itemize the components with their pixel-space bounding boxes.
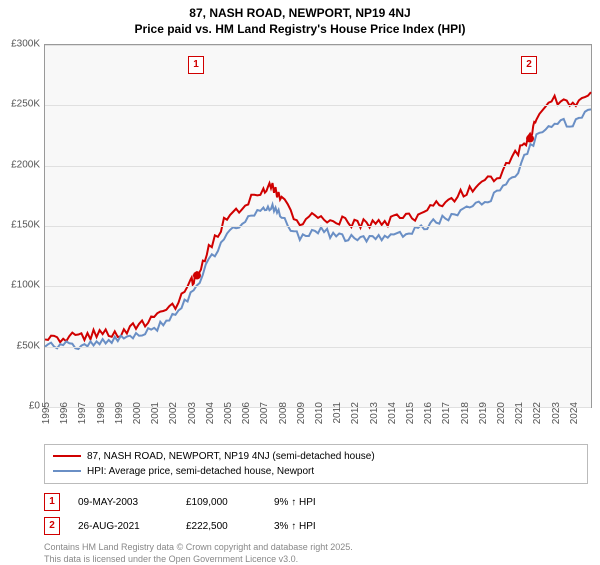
transaction-row: 1 09-MAY-2003 £109,000 9% ↑ HPI [44,490,588,514]
transactions-table: 1 09-MAY-2003 £109,000 9% ↑ HPI 2 26-AUG-2021… [44,490,588,538]
x-axis-tick: 2003 [187,402,198,424]
series-line [45,109,591,349]
y-axis-tick: £200K [0,159,40,170]
x-axis-tick: 2017 [441,402,452,424]
x-axis-tick: 1999 [114,402,125,424]
transaction-date: 09-MAY-2003 [78,497,168,508]
x-axis-tick: 2023 [551,402,562,424]
transaction-pct: 3% ↑ HPI [274,521,374,532]
x-axis-tick: 2006 [241,402,252,424]
x-axis-tick: 2009 [296,402,307,424]
x-axis-tick: 2014 [387,402,398,424]
transaction-id-box: 1 [44,493,60,511]
transaction-date: 26-AUG-2021 [78,521,168,532]
x-axis-tick: 1995 [41,402,52,424]
transaction-id-box: 2 [44,517,60,535]
x-axis-tick: 2021 [514,402,525,424]
transaction-pct: 9% ↑ HPI [274,497,374,508]
legend-label: HPI: Average price, semi-detached house,… [87,466,314,477]
chart-plot-area: 1995199619971998199920002001200220032004… [44,44,592,408]
x-axis-tick: 2012 [350,402,361,424]
x-axis-tick: 2018 [460,402,471,424]
legend-label: 87, NASH ROAD, NEWPORT, NP19 4NJ (semi-d… [87,451,375,462]
x-axis-tick: 2004 [205,402,216,424]
legend-swatch [53,455,81,457]
y-axis-tick: £100K [0,280,40,291]
x-axis-tick: 2007 [259,402,270,424]
series-line [45,92,591,342]
x-axis-tick: 2005 [223,402,234,424]
x-axis-tick: 2024 [569,402,580,424]
x-axis-tick: 2010 [314,402,325,424]
legend-box: 87, NASH ROAD, NEWPORT, NP19 4NJ (semi-d… [44,444,588,484]
x-axis-tick: 2008 [278,402,289,424]
x-axis-tick: 2001 [150,402,161,424]
x-axis-tick: 2011 [332,402,343,424]
legend-item: 87, NASH ROAD, NEWPORT, NP19 4NJ (semi-d… [53,449,579,464]
footer-line-1: Contains HM Land Registry data © Crown c… [44,542,588,554]
x-axis-tick: 2000 [132,402,143,424]
legend-and-footer: 87, NASH ROAD, NEWPORT, NP19 4NJ (semi-d… [44,444,588,565]
legend-item: HPI: Average price, semi-detached house,… [53,464,579,479]
x-axis-tick: 2015 [405,402,416,424]
x-axis-tick: 2013 [369,402,380,424]
y-axis-tick: £250K [0,99,40,110]
y-axis-tick: £0 [0,401,40,412]
footer-attribution: Contains HM Land Registry data © Crown c… [44,542,588,565]
x-axis-tick: 2022 [532,402,543,424]
transaction-marker: 2 [521,56,537,74]
transaction-price: £109,000 [186,497,256,508]
title-line-2: Price paid vs. HM Land Registry's House … [0,22,600,38]
footer-line-2: This data is licensed under the Open Gov… [44,554,588,565]
title-line-1: 87, NASH ROAD, NEWPORT, NP19 4NJ [0,6,600,22]
chart-title: 87, NASH ROAD, NEWPORT, NP19 4NJ Price p… [0,0,600,37]
y-axis-tick: £50K [0,340,40,351]
x-axis-tick: 2002 [168,402,179,424]
x-axis-tick: 1998 [96,402,107,424]
y-axis-tick: £150K [0,220,40,231]
x-axis-tick: 2019 [478,402,489,424]
transaction-marker: 1 [188,56,204,74]
x-axis-tick: 2020 [496,402,507,424]
transaction-price: £222,500 [186,521,256,532]
transaction-row: 2 26-AUG-2021 £222,500 3% ↑ HPI [44,514,588,538]
x-axis-tick: 1997 [77,402,88,424]
y-axis-tick: £300K [0,39,40,50]
x-axis-tick: 1996 [59,402,70,424]
chart-container: 87, NASH ROAD, NEWPORT, NP19 4NJ Price p… [0,0,600,560]
legend-swatch [53,470,81,472]
x-axis-tick: 2016 [423,402,434,424]
